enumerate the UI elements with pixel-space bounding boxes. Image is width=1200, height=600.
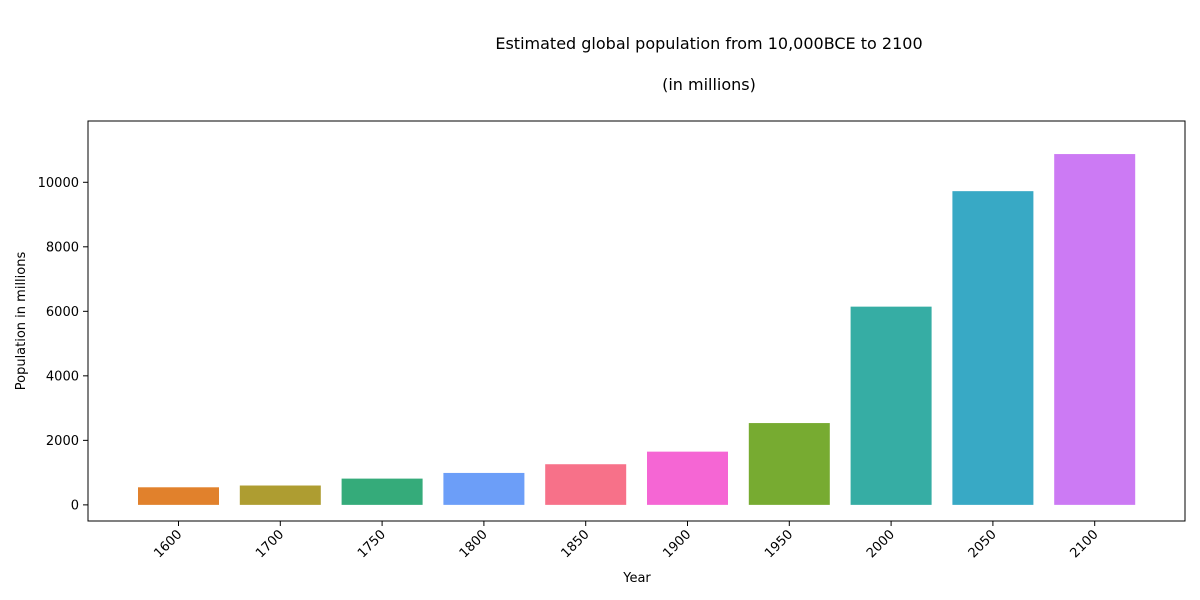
y-tick-label-4000: 4000 <box>46 369 79 384</box>
bar-1800 <box>443 472 525 505</box>
y-tick-label-10000: 10000 <box>38 176 79 191</box>
x-tick-label-1800: 1800 <box>457 527 491 561</box>
x-axis-label: Year <box>622 571 651 586</box>
bars-group <box>138 154 1136 505</box>
x-axis: 1600 1700 1750 1800 1850 1900 1950 2000 2050 2100 <box>151 521 1102 561</box>
bar-1950 <box>748 423 830 505</box>
x-tick-label-2050: 2050 <box>966 527 1000 561</box>
chart-subtitle: (in millions) <box>662 75 756 94</box>
bar-1900 <box>647 451 728 505</box>
y-tick-label-8000: 8000 <box>46 240 79 255</box>
x-tick-label-1950: 1950 <box>762 527 796 561</box>
bar-2100 <box>1054 154 1136 505</box>
y-tick-label-2000: 2000 <box>46 434 79 449</box>
bar-2000 <box>850 306 932 505</box>
x-tick-label-1750: 1750 <box>355 527 389 561</box>
x-tick-label-2100: 2100 <box>1068 527 1102 561</box>
y-tick-label-6000: 6000 <box>46 305 79 320</box>
x-tick-label-1900: 1900 <box>660 527 694 561</box>
bar-1700 <box>239 485 321 505</box>
x-tick-label-1700: 1700 <box>253 527 287 561</box>
x-tick-label-1850: 1850 <box>559 527 593 561</box>
x-tick-label-1600: 1600 <box>151 527 185 561</box>
y-axis: 0 2000 4000 6000 8000 10000 <box>38 176 88 513</box>
y-tick-label-0: 0 <box>71 498 79 513</box>
chart-title: Estimated global population from 10,000B… <box>495 34 923 53</box>
bar-1600 <box>138 487 219 505</box>
bar-2050 <box>952 191 1034 505</box>
bar-1850 <box>545 464 627 505</box>
y-axis-label: Population in millions <box>14 252 29 391</box>
bar-1750 <box>341 478 423 505</box>
x-tick-label-2000: 2000 <box>864 527 898 561</box>
plot-frame <box>87 120 1186 522</box>
